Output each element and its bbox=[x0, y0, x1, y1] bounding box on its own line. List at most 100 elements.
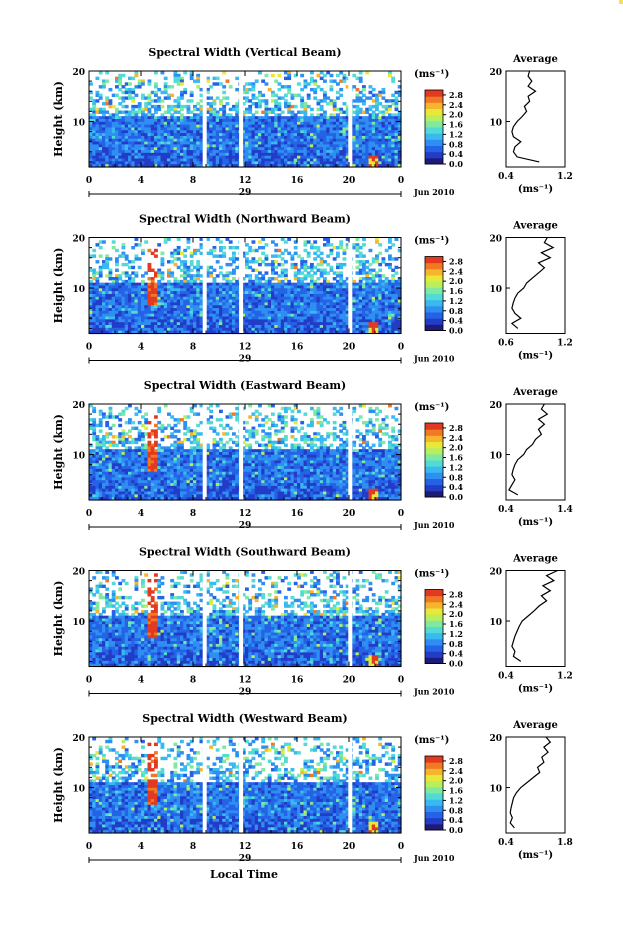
heatmap-cell bbox=[167, 119, 171, 123]
heatmap-cell bbox=[254, 158, 259, 162]
heatmap-cell bbox=[150, 282, 155, 287]
heatmap-cell bbox=[245, 107, 249, 112]
heatmap-cell bbox=[267, 135, 272, 140]
heatmap-cell bbox=[287, 110, 292, 114]
heatmap-cell bbox=[248, 161, 253, 165]
heatmap-cell bbox=[241, 310, 246, 315]
heatmap-cell bbox=[196, 302, 201, 306]
heatmap-cell bbox=[264, 113, 269, 117]
heatmap-cell bbox=[206, 282, 210, 287]
heatmap-cell bbox=[95, 330, 100, 335]
colorbar-tick-label: 0.0 bbox=[449, 159, 463, 169]
heatmap-cell bbox=[355, 133, 360, 137]
heatmap-cell bbox=[228, 271, 233, 275]
heatmap-cell bbox=[394, 279, 399, 284]
heatmap-cell bbox=[329, 113, 334, 117]
heatmap-cell bbox=[105, 313, 110, 318]
heatmap-cell bbox=[232, 313, 236, 318]
heatmap-cell bbox=[186, 150, 191, 154]
heatmap-cell bbox=[371, 99, 376, 103]
heatmap-cell bbox=[397, 116, 402, 120]
heatmap-cell bbox=[368, 279, 373, 284]
heatmap-cell bbox=[310, 150, 314, 154]
colorbar-tick-label: 0.0 bbox=[449, 326, 463, 336]
heatmap-cell bbox=[365, 265, 370, 270]
heatmap-cell bbox=[235, 330, 240, 335]
heatmap-cell bbox=[150, 291, 155, 295]
heatmap-cell bbox=[108, 150, 113, 154]
heatmap-cell bbox=[251, 85, 256, 89]
heatmap-cell bbox=[167, 147, 171, 151]
heatmap-cell bbox=[225, 285, 230, 289]
heatmap-cell bbox=[121, 119, 126, 123]
heatmap-cell bbox=[326, 116, 331, 120]
heatmap-cell bbox=[297, 319, 301, 323]
heatmap-cell bbox=[306, 285, 311, 289]
heatmap-cell bbox=[397, 310, 402, 315]
heatmap-cell bbox=[189, 299, 194, 304]
heatmap-cell bbox=[254, 330, 259, 335]
heatmap-cell bbox=[258, 93, 262, 98]
heatmap-cell bbox=[329, 305, 334, 309]
heatmap-cell bbox=[274, 144, 279, 148]
heatmap-cell bbox=[381, 319, 386, 323]
heatmap-cell bbox=[303, 327, 308, 332]
heatmap-cell bbox=[245, 293, 249, 298]
heatmap-cell bbox=[212, 325, 217, 329]
heatmap-cell bbox=[189, 121, 194, 126]
colorbar-segment bbox=[425, 108, 443, 116]
heatmap-cell bbox=[167, 110, 171, 114]
heatmap-cell bbox=[293, 262, 298, 267]
heatmap-cell bbox=[186, 127, 191, 131]
heatmap-cell bbox=[362, 271, 366, 275]
heatmap-cell bbox=[306, 305, 311, 309]
heatmap-cell bbox=[274, 243, 279, 247]
heatmap-cell bbox=[342, 76, 347, 81]
heatmap-cell bbox=[323, 313, 327, 318]
heatmap-cell bbox=[384, 155, 389, 160]
heatmap-cell bbox=[108, 282, 113, 287]
heatmap-cell bbox=[183, 121, 188, 126]
heatmap-cell bbox=[371, 274, 376, 278]
heatmap-cell bbox=[303, 305, 308, 309]
heatmap-cell bbox=[215, 113, 220, 117]
heatmap-cell bbox=[274, 155, 279, 160]
heatmap-cell bbox=[144, 302, 149, 306]
heatmap-cell bbox=[329, 161, 334, 165]
heatmap-cell bbox=[212, 316, 217, 320]
heatmap-cell bbox=[206, 330, 210, 335]
heatmap-cell bbox=[248, 87, 253, 92]
heatmap-cell bbox=[147, 305, 152, 309]
heatmap-cell bbox=[144, 327, 149, 332]
heatmap-cell bbox=[98, 150, 103, 154]
heatmap-cell bbox=[310, 274, 314, 278]
heatmap-cell bbox=[160, 274, 165, 278]
heatmap-cell bbox=[222, 135, 227, 140]
heatmap-cell bbox=[163, 147, 168, 151]
heatmap-cell bbox=[196, 161, 201, 165]
heatmap-cell bbox=[134, 330, 139, 335]
heatmap-cell bbox=[365, 271, 370, 275]
heatmap-cell bbox=[271, 158, 275, 162]
heatmap-cell bbox=[306, 121, 311, 126]
heatmap-cell bbox=[303, 121, 308, 126]
heatmap-cell bbox=[245, 260, 249, 264]
heatmap-cell bbox=[235, 121, 240, 126]
heatmap-cell bbox=[267, 404, 272, 408]
heatmap-cell bbox=[160, 150, 165, 154]
heatmap-cell bbox=[352, 305, 357, 309]
heatmap-cell bbox=[102, 164, 106, 168]
heatmap-cell bbox=[183, 260, 188, 264]
heatmap-cell bbox=[258, 293, 262, 298]
heatmap-cell bbox=[118, 138, 123, 143]
heatmap-cell bbox=[277, 279, 282, 284]
heatmap-cell bbox=[95, 291, 100, 295]
heatmap-cell bbox=[261, 110, 266, 114]
heatmap-cell bbox=[209, 158, 214, 162]
heatmap-cell bbox=[293, 274, 298, 278]
heatmap-cell bbox=[378, 161, 383, 165]
heatmap-cell bbox=[92, 164, 97, 168]
heatmap-cell bbox=[235, 164, 240, 168]
heatmap-cell bbox=[131, 124, 136, 129]
heatmap-cell bbox=[323, 319, 327, 323]
